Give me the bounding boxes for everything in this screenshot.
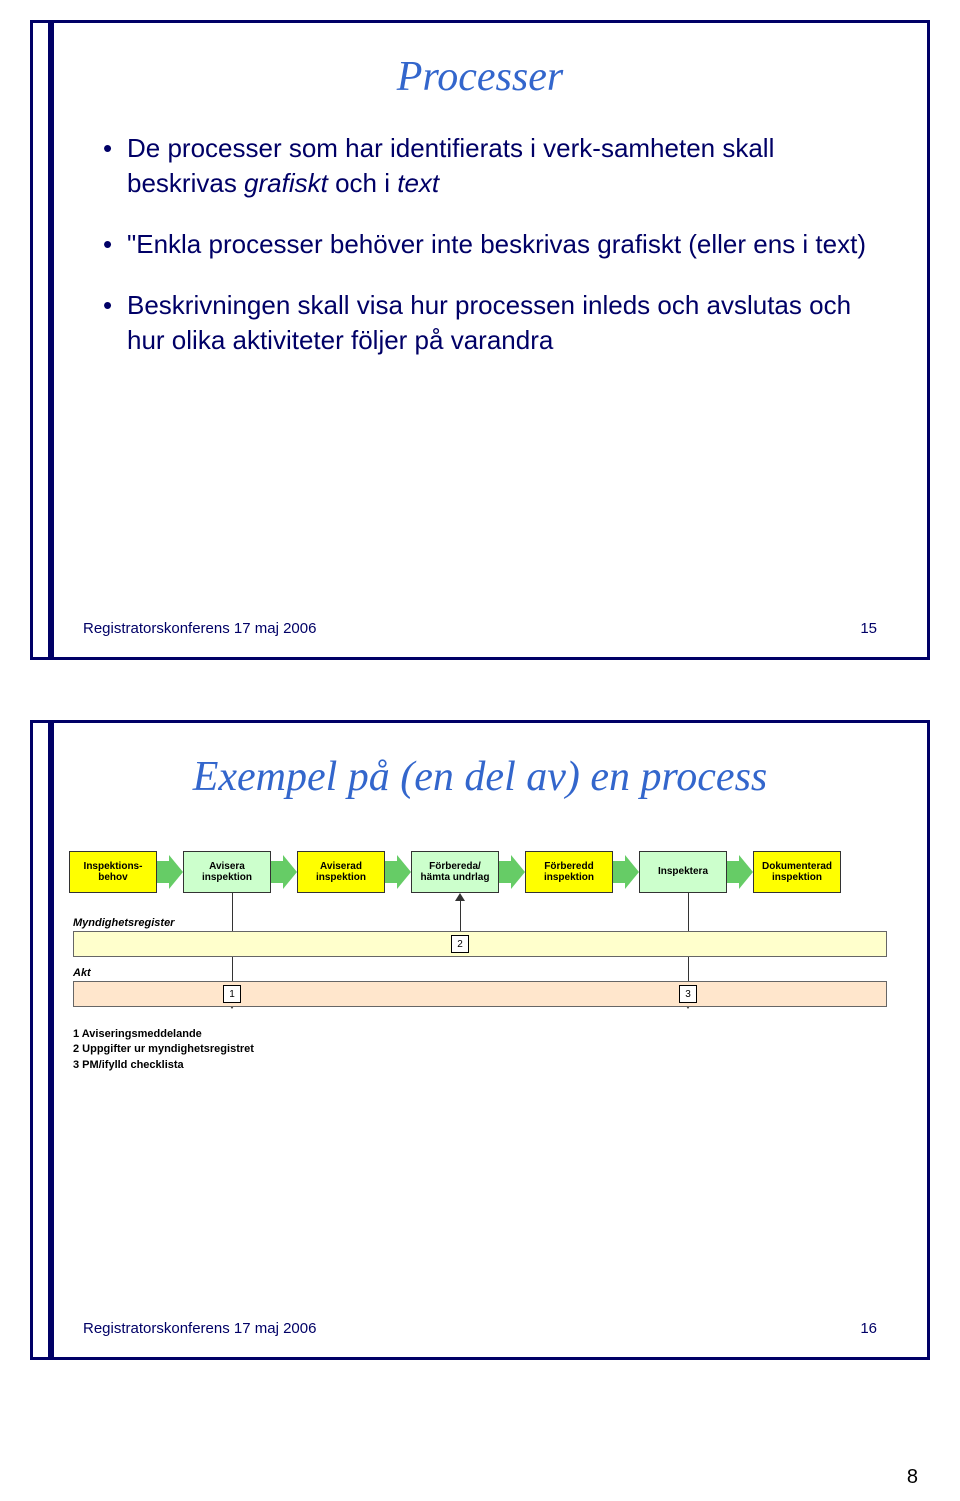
node-label: Aviserad inspektion: [316, 861, 366, 884]
flow-node-aviserad: Aviserad inspektion: [297, 851, 385, 893]
flow-node-forbereda: Förbereda/ hämta undrlag: [411, 851, 499, 893]
arrow-icon: [385, 855, 411, 889]
bullet-list: De processer som har identifierats i ver…: [103, 131, 887, 358]
legend-item: 2 Uppgifter ur myndighetsregistret: [73, 1042, 887, 1057]
bullet-text: Beskrivningen skall visa hur processen i…: [127, 290, 851, 355]
flow-diagram: Inspektions- behov Avisera inspektion Av…: [73, 851, 887, 1073]
node-label: Förberedd inspektion: [544, 861, 594, 884]
slide-exempel-process: Exempel på (en del av) en process Inspek…: [30, 720, 930, 1360]
bullet-emph: grafiskt: [244, 168, 328, 198]
node-label: Inspektions- behov: [84, 861, 143, 884]
slide-accent-stripe: [48, 723, 54, 1357]
arrow-icon: [613, 855, 639, 889]
slide-footer: Registratorskonferens 17 maj 2006 16: [83, 1320, 877, 1337]
bullet-text: och i: [328, 168, 397, 198]
myndighetsregister-bar: 2: [73, 931, 887, 957]
arrow-icon: [727, 855, 753, 889]
flow-node-forberedd: Förberedd inspektion: [525, 851, 613, 893]
marker-1: 1: [223, 985, 241, 1003]
node-label: Inspektera: [658, 866, 708, 878]
flow-node-inspektera: Inspektera: [639, 851, 727, 893]
marker-3: 3: [679, 985, 697, 1003]
node-label: Avisera inspektion: [202, 861, 252, 884]
footer-left: Registratorskonferens 17 maj 2006: [83, 620, 316, 637]
slide-title: Exempel på (en del av) en process: [73, 753, 887, 801]
myndighetsregister-label: Myndighetsregister: [73, 917, 887, 929]
flow-node-inspektionsbehov: Inspektions- behov: [69, 851, 157, 893]
footer-page: 15: [860, 620, 877, 637]
slide-title: Processer: [73, 53, 887, 101]
flow-node-avisera: Avisera inspektion: [183, 851, 271, 893]
akt-label: Akt: [73, 967, 887, 979]
bullet-item: "Enkla processer behöver inte beskrivas …: [103, 227, 887, 262]
legend-item: 1 Aviseringsmeddelande: [73, 1027, 887, 1042]
arrow-icon: [271, 855, 297, 889]
flow-row: Inspektions- behov Avisera inspektion Av…: [69, 851, 887, 893]
footer-left: Registratorskonferens 17 maj 2006: [83, 1320, 316, 1337]
bullet-item: Beskrivningen skall visa hur processen i…: [103, 288, 887, 358]
slide-footer: Registratorskonferens 17 maj 2006 15: [83, 620, 877, 637]
arrow-icon: [157, 855, 183, 889]
akt-bar: 1 3: [73, 981, 887, 1007]
arrow-icon: [499, 855, 525, 889]
marker-2: 2: [451, 935, 469, 953]
legend: 1 Aviseringsmeddelande 2 Uppgifter ur my…: [73, 1027, 887, 1073]
bullet-item: De processer som har identifierats i ver…: [103, 131, 887, 201]
bullet-text: De processer som har identifierats i ver…: [127, 133, 774, 198]
node-label: Dokumenterad inspektion: [762, 861, 832, 884]
node-label: Förbereda/ hämta undrlag: [421, 861, 490, 884]
flow-node-dokumenterad: Dokumenterad inspektion: [753, 851, 841, 893]
legend-item: 3 PM/ifylld checklista: [73, 1058, 887, 1073]
slide-accent-stripe: [48, 23, 54, 657]
footer-page: 16: [860, 1320, 877, 1337]
bullet-emph: text: [397, 168, 439, 198]
slide-processer: Processer De processer som har identifie…: [30, 20, 930, 660]
bullet-text: "Enkla processer behöver inte beskrivas …: [127, 229, 866, 259]
document-page-number: 8: [907, 1466, 918, 1489]
